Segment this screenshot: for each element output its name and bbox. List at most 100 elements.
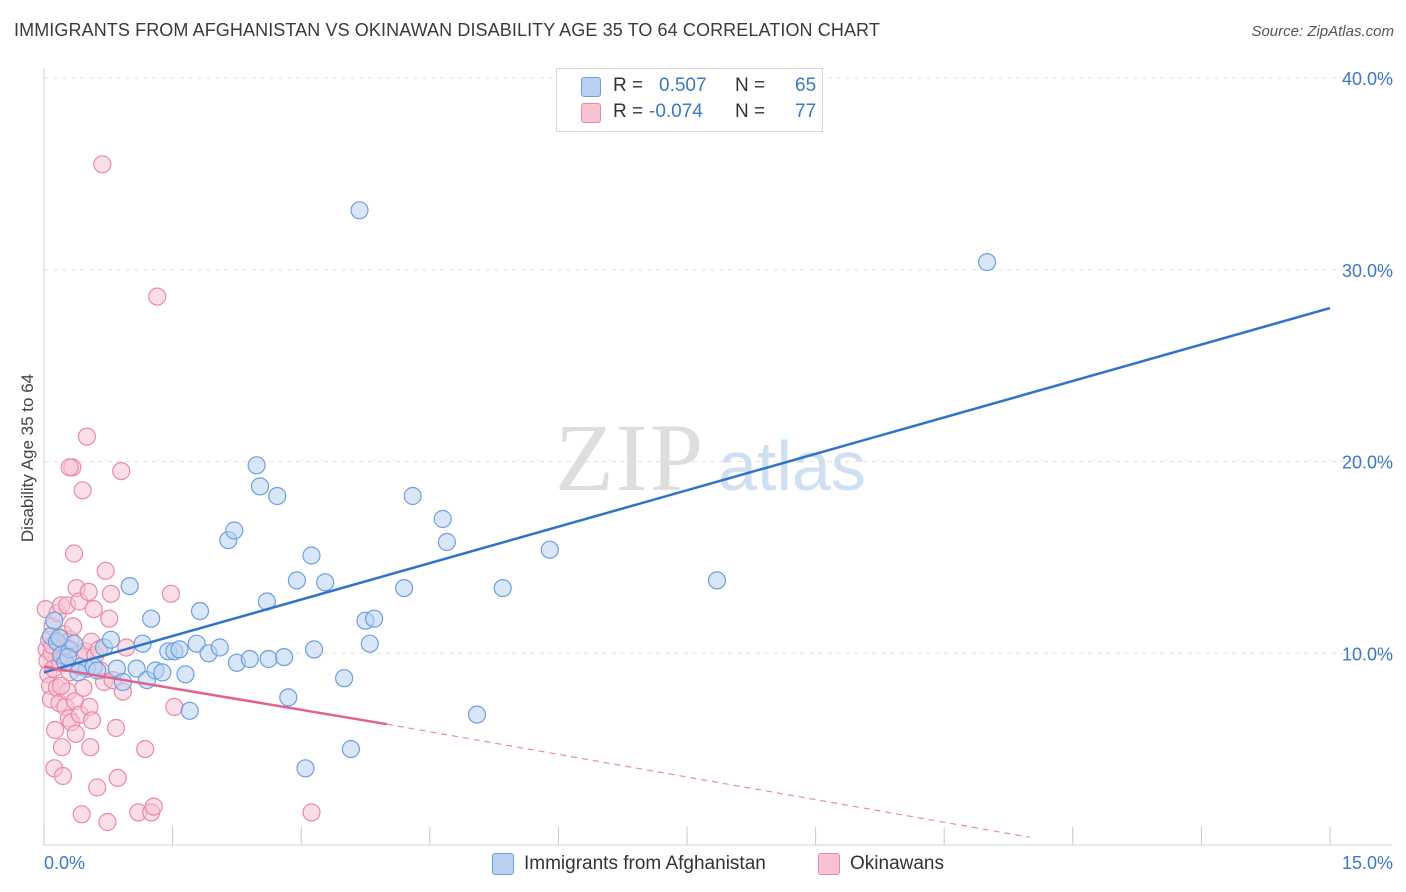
x-tick-label: 15.0% <box>1342 853 1393 873</box>
trend-line-pink <box>43 665 388 726</box>
data-point-blue <box>365 609 384 628</box>
watermark-atlas: atlas <box>718 427 866 505</box>
data-point-pink <box>77 427 97 446</box>
data-point-pink <box>53 766 73 786</box>
data-point-pink <box>108 768 127 788</box>
legend-series-name: Immigrants from Afghanistan <box>524 853 766 874</box>
data-point-blue <box>493 578 512 598</box>
data-point-blue <box>187 634 206 653</box>
legend-n-label: N = <box>735 101 766 122</box>
data-point-blue <box>395 578 414 598</box>
data-point-pink <box>63 617 83 636</box>
trend-line-blue <box>43 306 1331 674</box>
y-axis-label: Disability Age 35 to 64 <box>18 373 37 543</box>
data-point-pink <box>302 803 321 822</box>
data-point-pink <box>101 584 121 603</box>
data-point-pink <box>144 797 163 816</box>
data-point-pink <box>136 739 155 759</box>
data-point-blue <box>142 609 161 628</box>
data-point-pink <box>106 718 126 738</box>
legend-series-name: Okinawans <box>850 853 944 874</box>
legend-swatch-pink <box>581 103 601 123</box>
data-point-pink <box>66 724 85 743</box>
data-point-pink <box>82 711 102 730</box>
data-point-blue <box>240 649 259 669</box>
data-point-blue <box>190 601 210 621</box>
data-point-blue <box>250 477 270 496</box>
axes <box>43 68 1392 846</box>
data-point-blue <box>437 532 456 552</box>
data-point-blue <box>403 486 422 506</box>
afghanistan-points <box>41 201 997 778</box>
trend-line-pink-extension <box>386 723 1031 838</box>
data-point-pink <box>52 738 72 757</box>
data-point-pink <box>74 678 93 697</box>
data-point-pink <box>148 287 167 306</box>
data-point-blue <box>977 253 997 272</box>
data-point-pink <box>93 155 112 174</box>
data-point-pink <box>96 561 115 580</box>
legend-r-value: 0.507 <box>659 75 707 96</box>
y-tick-label: 10.0% <box>1342 644 1393 664</box>
watermark-zip: ZIP <box>555 404 705 511</box>
data-point-blue <box>287 571 306 590</box>
data-point-pink <box>79 582 98 602</box>
data-point-blue <box>50 628 69 648</box>
data-point-pink <box>98 812 117 832</box>
trend-lines <box>43 306 1331 838</box>
data-point-blue <box>176 665 195 684</box>
data-point-blue <box>341 739 360 759</box>
correlation-legend: R = 0.507 N = 65 R = -0.074 N = 77 <box>556 68 823 132</box>
data-point-blue <box>180 701 199 720</box>
data-point-blue <box>433 509 452 529</box>
data-point-blue <box>275 647 294 667</box>
data-point-blue <box>210 638 229 657</box>
y-tick-label: 40.0% <box>1342 69 1393 89</box>
x-tick-label: 0.0% <box>44 853 85 873</box>
y-tick-label: 20.0% <box>1342 453 1393 473</box>
data-point-blue <box>467 705 487 724</box>
data-point-pink <box>64 544 84 563</box>
data-point-pink <box>60 458 79 477</box>
data-point-blue <box>360 634 379 653</box>
legend-n-label: N = <box>735 75 766 96</box>
data-point-blue <box>153 663 172 682</box>
data-point-pink <box>72 805 91 824</box>
data-point-blue <box>225 521 244 540</box>
legend-swatch-blue <box>492 853 514 875</box>
data-point-blue <box>296 759 315 778</box>
y-tick-label: 30.0% <box>1342 261 1393 281</box>
data-point-blue <box>302 546 321 565</box>
legend-r-label: R = <box>613 101 644 122</box>
data-point-blue <box>170 640 189 659</box>
data-point-pink <box>73 481 92 500</box>
data-point-blue <box>101 630 121 649</box>
data-point-blue <box>350 201 369 220</box>
legend-swatch-pink <box>818 853 840 875</box>
grid-lines <box>44 77 1392 654</box>
data-point-blue <box>120 576 139 596</box>
legend-n-value: 77 <box>795 101 817 122</box>
tick-labels: 10.0% 20.0% 30.0% 40.0% 0.0% 15.0% <box>44 69 1393 873</box>
data-point-blue <box>305 640 324 659</box>
data-point-blue <box>45 611 64 630</box>
series-legend: Immigrants from Afghanistan Okinawans <box>0 852 1406 878</box>
legend-n-value: 65 <box>795 75 817 96</box>
data-point-blue <box>268 486 287 506</box>
data-point-pink <box>84 599 103 619</box>
data-point-pink <box>100 609 119 628</box>
data-point-blue <box>127 659 146 678</box>
source-label: Source: ZipAtlas.com <box>1251 23 1394 40</box>
data-point-blue <box>247 456 266 475</box>
chart-title: IMMIGRANTS FROM AFGHANISTAN VS OKINAWAN … <box>14 20 880 40</box>
data-point-pink <box>45 720 65 740</box>
data-point-pink <box>81 738 100 757</box>
data-point-blue <box>707 571 727 590</box>
data-point-blue <box>316 573 335 592</box>
data-point-pink <box>51 676 71 695</box>
data-point-blue <box>540 540 559 559</box>
data-point-pink <box>165 697 184 717</box>
data-point-blue <box>335 669 354 688</box>
data-point-blue <box>279 688 298 707</box>
